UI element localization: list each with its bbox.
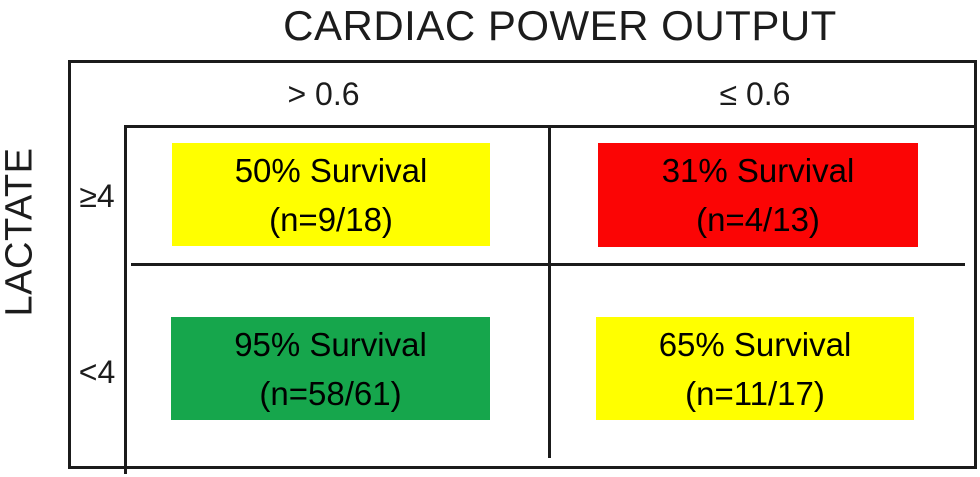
cell-survival-percent: 50% Survival [234,151,428,189]
cell-survival-count: (n=58/61) [259,374,402,412]
row-label-divider-line [124,125,127,474]
figure-title: CARDIAC POWER OUTPUT [283,2,837,49]
matrix-outer-border [68,60,977,469]
inner-top-border-line [124,125,977,128]
y-axis-label: LACTATE [0,147,41,317]
column-header-cpo-at-or-below-0-6: ≤ 0.6 [719,76,791,112]
row-label-lactate-below-4: <4 [78,354,116,390]
cell-survival-percent: 95% Survival [234,325,427,363]
cell-survival-count: (n=11/17) [685,374,825,412]
cell-low-lactate-high-cpo: 95% Survival (n=58/61) [171,317,490,420]
cell-survival-count: (n=9/18) [269,200,393,238]
row-label-lactate-at-or-above-4: ≥4 [79,178,115,214]
column-header-cpo-above-0-6: > 0.6 [287,76,360,112]
cell-survival-count: (n=4/13) [696,201,820,238]
cell-high-lactate-low-cpo: 31% Survival (n=4/13) [598,143,918,247]
cell-survival-percent: 31% Survival [661,152,855,189]
cell-low-lactate-low-cpo: 65% Survival (n=11/17) [596,317,914,420]
cell-survival-percent: 65% Survival [658,325,852,363]
row-divider-line [131,263,965,266]
column-divider-line [548,127,551,458]
cell-high-lactate-high-cpo: 50% Survival (n=9/18) [172,143,490,246]
